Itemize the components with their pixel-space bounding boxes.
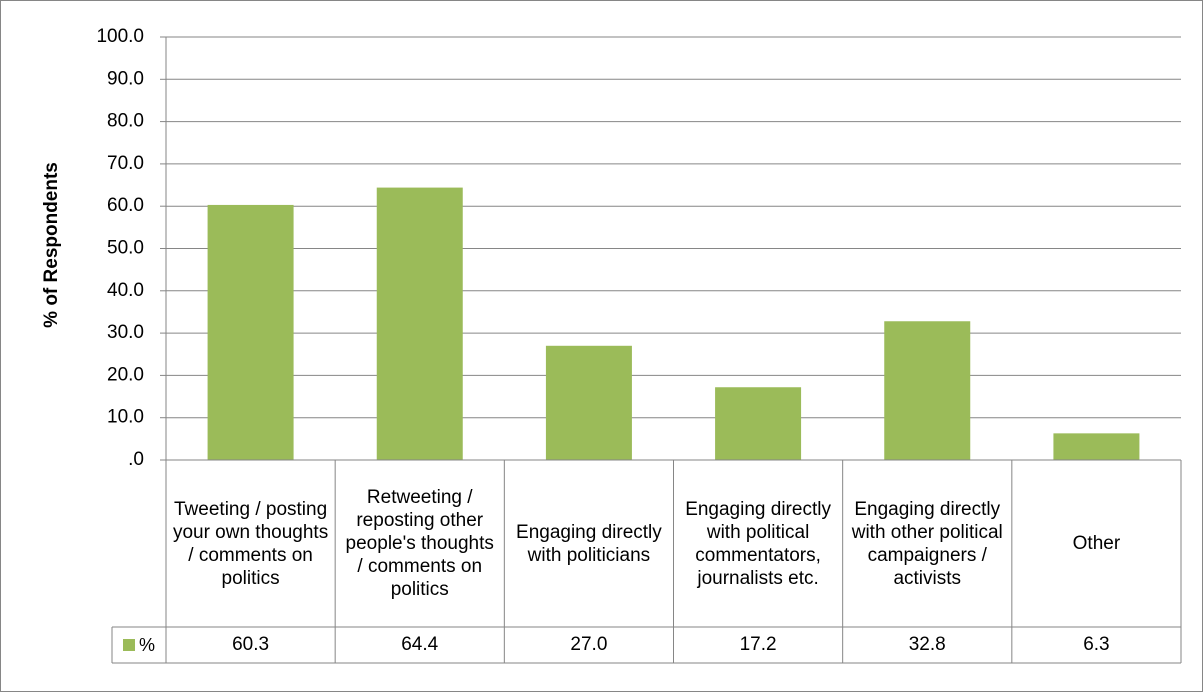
y-axis-title: % of Respondents	[41, 162, 62, 328]
legend-key-icon	[122, 639, 135, 651]
data-table-value: 17.2	[739, 634, 777, 655]
data-table-value: 60.3	[232, 634, 270, 655]
bar	[545, 345, 632, 460]
y-tick-label: 100.0	[96, 26, 144, 47]
bar	[884, 321, 971, 460]
y-tick-label: 60.0	[107, 195, 144, 216]
y-tick-label: .0	[128, 449, 144, 470]
x-category-label: Retweeting / reposting other people's th…	[345, 487, 494, 600]
y-tick-label: 80.0	[107, 111, 144, 132]
bar	[376, 187, 463, 460]
legend-series-name: %	[138, 634, 155, 655]
y-tick-label: 90.0	[107, 68, 144, 89]
data-table-value: 6.3	[1083, 634, 1110, 655]
bar	[1053, 433, 1140, 460]
y-tick-label: 30.0	[107, 322, 144, 343]
data-table-value: 32.8	[908, 634, 946, 655]
y-tick-label: 10.0	[107, 407, 144, 428]
bar	[715, 387, 802, 460]
x-category-label: Engaging directly with politicians	[516, 521, 662, 566]
bar	[207, 204, 294, 460]
y-tick-label: 20.0	[107, 364, 144, 385]
data-table-value: 27.0	[570, 634, 608, 655]
x-category-label: Other	[1072, 533, 1121, 554]
legend-cell: %	[112, 627, 166, 663]
x-category-label: Tweeting / posting your own thoughts / c…	[172, 498, 329, 589]
y-tick-label: 70.0	[107, 153, 144, 174]
x-category-label: Engaging directly with other political c…	[851, 498, 1003, 589]
data-table-value: 64.4	[401, 634, 439, 655]
x-category-label: Engaging directly with political comment…	[685, 498, 831, 589]
y-tick-label: 50.0	[107, 238, 144, 259]
y-tick-label: 40.0	[107, 280, 144, 301]
